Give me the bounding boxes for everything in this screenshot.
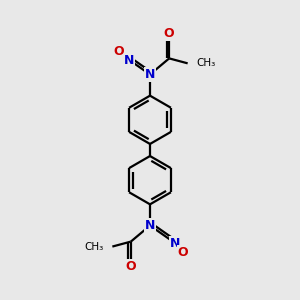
Text: CH₃: CH₃: [84, 242, 104, 252]
Text: N: N: [170, 237, 180, 250]
Text: CH₃: CH₃: [196, 58, 215, 68]
Text: O: O: [125, 260, 136, 273]
Text: O: O: [178, 246, 188, 259]
Text: N: N: [145, 219, 155, 232]
Text: O: O: [164, 27, 175, 40]
Text: N: N: [124, 54, 135, 67]
Text: O: O: [113, 45, 124, 58]
Text: N: N: [145, 68, 155, 81]
